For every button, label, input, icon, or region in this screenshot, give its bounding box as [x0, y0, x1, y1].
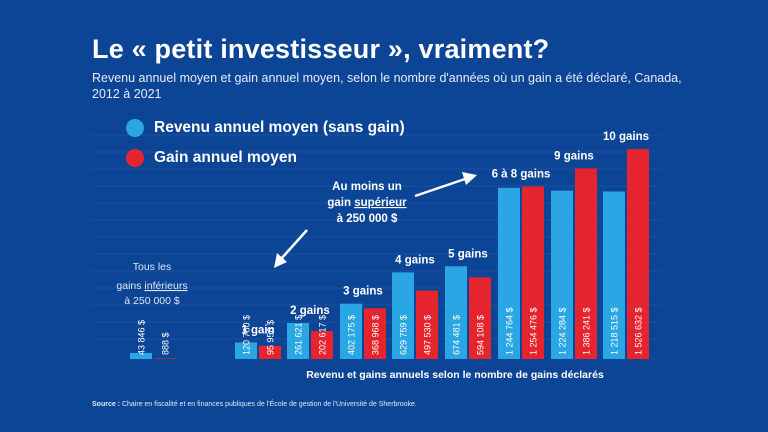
data-label: 629 759 $ [399, 315, 409, 355]
x-axis-label: Revenu et gains annuels selon le nombre … [306, 369, 604, 381]
data-label: 202 617 $ [318, 315, 328, 355]
annotation-low-line2: gains inférieurs [116, 280, 187, 292]
category-label: 3 gains [343, 286, 383, 298]
bar-revenu [603, 191, 625, 359]
category-label: 1 gain [241, 324, 274, 336]
annotation-low-word: gains [116, 280, 141, 292]
data-label: 368 968 $ [371, 315, 381, 355]
legend-item-gain: Gain annuel moyen [126, 149, 297, 167]
data-label: 1 244 764 $ [505, 307, 515, 355]
bar-gain [416, 290, 438, 359]
subtitle: Revenu annuel moyen et gain annuel moyen… [92, 71, 682, 101]
legend-swatch-gain [126, 149, 144, 167]
bar-revenu [445, 266, 467, 359]
annotation-high-emph: supérieur [354, 197, 407, 209]
source-text: Chaire en fiscalité et en finances publi… [121, 401, 417, 408]
legend-item-revenu: Revenu annuel moyen (sans gain) [126, 119, 405, 137]
annotation-low: Tous les gains inférieurs à 250 000 $ [116, 261, 187, 307]
bar-gain [154, 358, 176, 359]
data-label: 402 175 $ [347, 315, 357, 355]
annotation-high-line2: gain supérieur [327, 197, 407, 209]
bar-revenu [498, 187, 520, 359]
data-label: 1 386 241 $ [582, 307, 592, 355]
bar-gain [311, 331, 333, 359]
legend-label-gain: Gain annuel moyen [154, 149, 297, 166]
data-label: 120 780 $ [242, 315, 252, 355]
category-label: 9 gains [554, 150, 594, 162]
annotation-high: Au moins un gain supérieur à 250 000 $ [327, 181, 407, 225]
data-label: 1 526 632 $ [634, 307, 644, 355]
bar-revenu [130, 352, 152, 359]
annotation-high-line3: à 250 000 $ [337, 213, 398, 225]
category-label: 10 gains [603, 131, 649, 143]
bar-revenu [340, 303, 362, 359]
data-label: 43 846 $ [137, 320, 147, 355]
bar-revenu [392, 272, 414, 359]
data-label: 888 $ [161, 332, 171, 355]
annotation-low-emph: inférieurs [144, 280, 187, 292]
bars-group: 43 846 $888 $120 780 $95 956 $261 621 $2… [130, 149, 649, 359]
annotation-high-word: gain [327, 197, 351, 209]
bar-gain [469, 277, 491, 359]
annotation-high-line1: Au moins un [332, 181, 402, 193]
arrow-up-right-icon [414, 172, 477, 198]
legend-swatch-revenu [126, 119, 144, 137]
data-label: 1 224 284 $ [558, 307, 568, 355]
legend-label-revenu: Revenu annuel moyen (sans gain) [154, 119, 405, 136]
annotation-low-line3: à 250 000 $ [124, 295, 180, 307]
page-title: Le « petit investisseur », vraiment? [92, 34, 550, 64]
bar-gain [364, 308, 386, 359]
data-label: 1 254 476 $ [529, 307, 539, 355]
source-label: Source : [92, 401, 121, 408]
category-label: 5 gains [448, 248, 488, 260]
category-labels: 1 gain 2 gains 3 gains 4 gains 5 gains 6 à 8 … [241, 131, 649, 336]
bar-revenu [235, 342, 257, 359]
annotation-low-line1: Tous les [133, 261, 172, 273]
bar-gain [627, 149, 649, 359]
data-label: 594 108 $ [476, 315, 486, 355]
data-label: 674 481 $ [452, 315, 462, 355]
arrow-down-left-icon [274, 229, 308, 268]
data-label: 1 218 515 $ [610, 307, 620, 355]
bar-gain [575, 168, 597, 359]
data-label: 95 956 $ [266, 320, 276, 355]
bar-revenu [551, 190, 573, 359]
data-label: 497 530 $ [423, 315, 433, 355]
category-label: 6 à 8 gains [492, 169, 551, 181]
data-label: 261 621 $ [294, 315, 304, 355]
bar-gain [522, 186, 544, 359]
bar-revenu [287, 323, 309, 359]
category-label: 2 gains [290, 305, 330, 317]
source-note: Source : Chaire en fiscalité et en finan… [92, 401, 417, 408]
category-label: 4 gains [395, 254, 435, 266]
bar-gain [259, 345, 281, 359]
